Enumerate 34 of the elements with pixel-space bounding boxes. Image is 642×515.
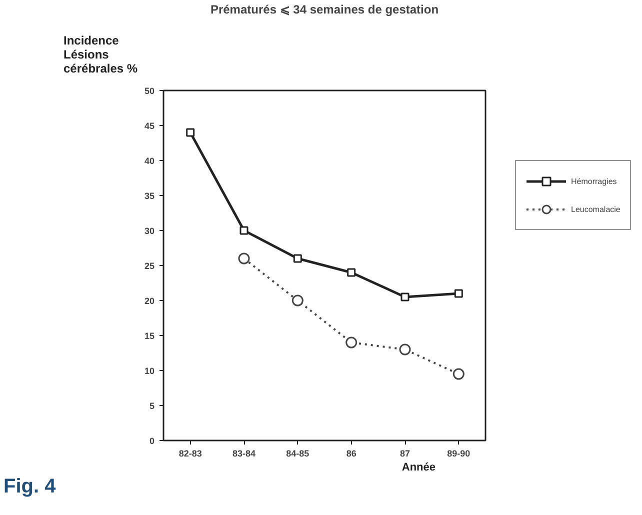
point [240,226,248,235]
x-tick-label: 82-83 [178,448,202,458]
y-tick-label: 35 [144,191,155,201]
y-tick-label: 40 [144,156,155,166]
point [347,268,356,277]
y-tick-label: 45 [144,121,155,131]
point [454,289,463,298]
y-tick-label: 0 [149,436,155,446]
x-tick-label: 89-90 [447,448,470,458]
point [400,292,410,302]
point [186,128,195,137]
legend-label: Leucomalacie [571,204,620,214]
point [292,294,304,306]
x-tick-label: 84-85 [286,448,310,458]
y-tick-label: 50 [144,86,155,96]
y-tick-label: 15 [144,331,155,341]
y-tick-label: 20 [144,296,155,306]
y-tick-label: 10 [144,366,155,376]
x-tick-label: 83-84 [232,448,256,458]
point [399,344,411,356]
point [238,252,250,264]
y-tick-label: 30 [144,226,155,236]
y-tick-label: 5 [149,401,155,411]
x-tick-label: 86 [346,448,356,458]
y-tick-label: 25 [144,261,155,271]
x-tick-label: 87 [400,448,410,458]
chart-title: Prématurés ⩽ 34 semaines de gestation [210,2,439,16]
legend-label: Hémorragies [571,176,617,186]
x-axis-title: Année [402,462,436,474]
point [452,368,464,380]
point [346,336,358,348]
y-axis-title: Incidence Lésions cérébrales % [64,34,138,76]
caption: Fig. 4 [4,476,57,498]
point [293,254,302,263]
